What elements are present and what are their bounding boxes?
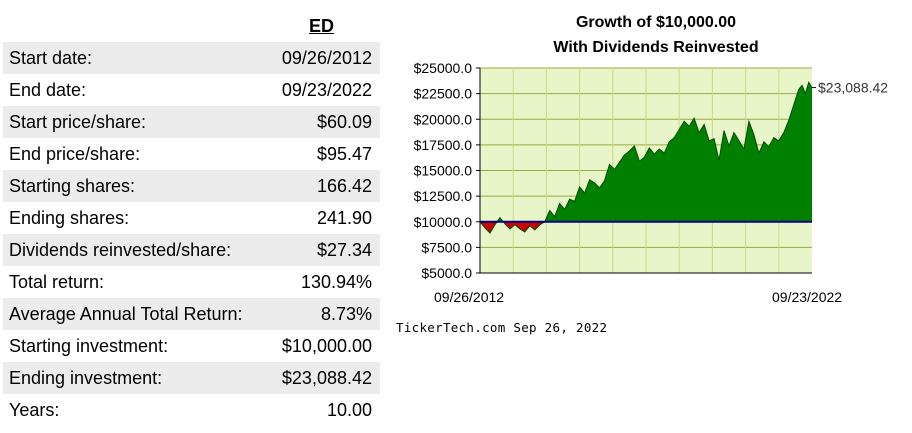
stat-label: Average Annual Total Return: [9,303,243,324]
y-tick-label: $15000.0 [414,163,473,179]
stat-row: Average Annual Total Return: 8.73% [3,298,380,330]
stat-label: Starting investment: [9,335,169,356]
y-tick-label: $17500.0 [414,137,473,153]
stat-label: Dividends reinvested/share: [9,239,232,260]
growth-chart: Growth of $10,000.00 With Dividends Rein… [380,0,912,433]
stat-value: 10.00 [326,399,372,420]
stat-value: 09/26/2012 [281,47,372,68]
series-area-loss [480,221,812,233]
chart-title: Growth of $10,000.00 [576,14,736,31]
stat-row: Ending shares: 241.90 [3,202,380,234]
stat-row: End date: 09/23/2022 [3,74,380,106]
stat-row: Start date: 09/26/2012 [3,42,380,74]
stats-table: ED Start date: 09/26/2012 End date: 09/23/2… [3,10,380,426]
y-tick-label: $12500.0 [414,188,473,204]
x-tick-label-start: 09/26/2012 [434,289,504,305]
stat-label: Total return: [9,271,105,292]
stat-label: Start price/share: [9,111,147,132]
stat-label: Years: [9,399,60,420]
stat-label: Ending investment: [9,367,163,388]
stat-value: $10,000.00 [281,335,372,356]
series-line [479,81,813,234]
stat-row: End price/share: $95.47 [3,138,380,170]
ticker-symbol: ED [308,16,334,36]
stat-value: $27.34 [316,239,372,260]
stat-value: 09/23/2022 [281,79,372,100]
stat-row: Dividends reinvested/share: $27.34 [3,234,380,266]
x-tick-label-end: 09/23/2022 [772,289,842,305]
y-tick-label: $25000.0 [414,60,473,76]
y-tick-label: $22500.0 [414,86,473,102]
y-tick-label: $20000.0 [414,111,473,127]
plot-area: $5000.0 $7500.0 $10000.0 $12500.0 $15000.0 $1… [414,60,889,305]
growth-chart-svg: Growth of $10,000.00 With Dividends Rein… [396,14,889,335]
y-tick-label: $5000.0 [421,265,472,281]
stat-value: $60.09 [316,111,372,132]
chart-subtitle: With Dividends Reinvested [553,39,758,56]
stat-value: 8.73% [320,303,372,324]
stat-value: 166.42 [316,175,372,196]
stat-row: Years: 10.00 [3,394,380,426]
stat-row: Start price/share: $60.09 [3,106,380,138]
stat-row: Ending investment: $23,088.42 [3,362,380,394]
end-value-label: $23,088.42 [818,80,888,96]
y-tick-label: $7500.0 [421,239,472,255]
chart-credit: TickerTech.com Sep 26, 2022 [396,320,607,335]
stat-value: $23,088.42 [281,367,372,388]
stat-row: Starting shares: 166.42 [3,170,380,202]
stat-label: End date: [9,79,87,100]
stat-row: Total return: 130.94% [3,266,380,298]
stat-value: 241.90 [316,207,372,228]
stat-row: Starting investment: $10,000.00 [3,330,380,362]
stat-label: End price/share: [9,143,141,164]
stat-label: Start date: [9,47,93,68]
stat-label: Starting shares: [9,175,136,196]
y-tick-label: $10000.0 [414,214,473,230]
stat-value: 130.94% [300,271,372,292]
stat-value: $95.47 [316,143,372,164]
series-area-gain [480,82,812,222]
stat-label: Ending shares: [9,207,130,228]
stats-rows: Start date: 09/26/2012 End date: 09/23/2022… [3,42,380,426]
